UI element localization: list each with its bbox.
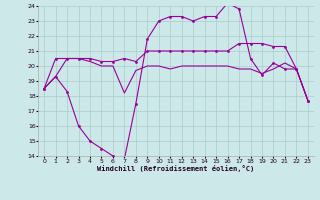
X-axis label: Windchill (Refroidissement éolien,°C): Windchill (Refroidissement éolien,°C) [97,165,255,172]
